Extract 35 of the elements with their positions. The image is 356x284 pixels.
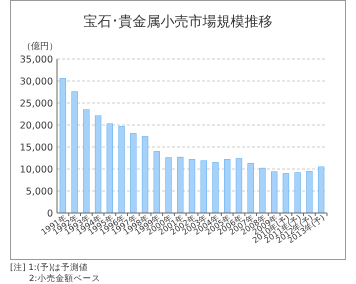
bar xyxy=(270,171,278,214)
y-tick-label: 20,000 xyxy=(20,120,53,132)
bar xyxy=(130,133,136,214)
bar xyxy=(94,116,102,214)
bar xyxy=(236,158,242,214)
bar xyxy=(118,126,125,214)
bar xyxy=(142,136,148,214)
bar xyxy=(224,159,230,214)
bar xyxy=(294,172,301,214)
bar xyxy=(60,78,66,214)
bar xyxy=(83,109,90,214)
bar xyxy=(306,170,313,214)
text: 2:小売金額ベース xyxy=(29,273,100,284)
bar xyxy=(200,160,207,214)
bar xyxy=(165,157,172,214)
bar xyxy=(259,168,266,214)
y-tick-label: 30,000 xyxy=(20,76,53,88)
bar xyxy=(106,123,114,214)
bar xyxy=(177,156,184,214)
y-axis-title: （億円） xyxy=(22,41,58,52)
bar xyxy=(248,163,254,214)
y-tick-label: 10,000 xyxy=(20,164,53,176)
chart-title: 宝石･貴金属小売市場規模推移 xyxy=(84,14,272,30)
y-tick-label: 15,000 xyxy=(20,142,53,154)
text: [注] 1:(予)は予測値 xyxy=(10,262,88,273)
bar xyxy=(188,159,196,214)
bar xyxy=(154,151,160,214)
bar xyxy=(282,173,290,214)
bar xyxy=(71,91,78,214)
bar xyxy=(318,166,324,214)
y-tick-label: 5,000 xyxy=(26,186,53,198)
bar xyxy=(212,162,219,214)
y-tick-label: 35,000 xyxy=(20,54,53,66)
y-tick-label: 25,000 xyxy=(20,98,53,110)
y-tick-label: 0 xyxy=(46,208,53,220)
